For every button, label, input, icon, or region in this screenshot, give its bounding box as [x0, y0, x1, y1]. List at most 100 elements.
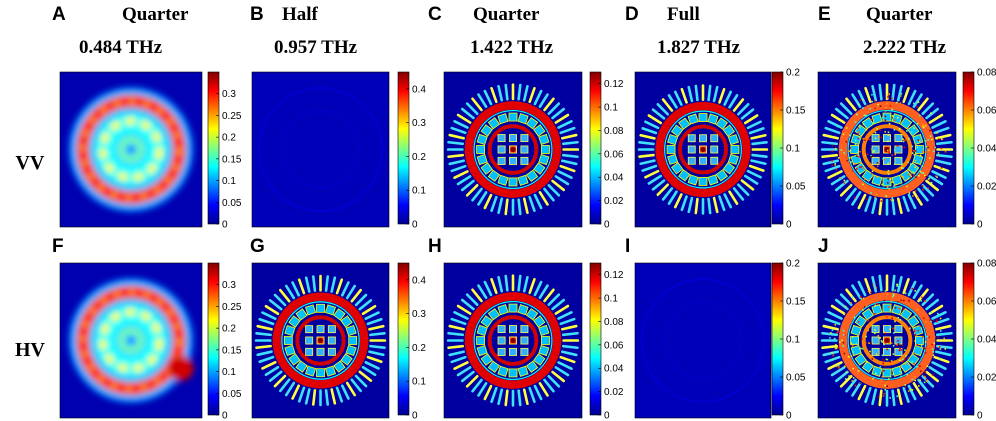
- panel-d: D 0.2 0.15 0.1 0.05 0: [625, 4, 806, 231]
- colorbar-gradient: [397, 262, 410, 416]
- column-title: Half: [282, 4, 319, 25]
- colorbar-tick-label: 0.15: [222, 345, 242, 356]
- colorbar-tick-label: 0.3: [412, 118, 426, 129]
- colorbar-tick-label: 0.02: [604, 387, 624, 398]
- panel-h: H 0.12 0.1 0.08 0.06 0.04 0.02 0: [428, 236, 624, 421]
- panel-letter: I: [625, 236, 630, 257]
- panel-letter: B: [250, 4, 264, 25]
- colorbar-tick-label: 0.08: [977, 259, 996, 270]
- colorbar-tick-label: 0.1: [786, 335, 800, 346]
- colorbar: 0.3 0.25 0.2 0.15 0.1 0.05 0: [207, 71, 242, 231]
- panel-j: J 0.08 0.06 0.04 0.02 0: [817, 236, 996, 421]
- colorbar-tick-label: 0.02: [604, 196, 624, 207]
- colorbar: 0.4 0.3 0.2 0.1 0: [397, 71, 426, 231]
- colorbar-tick-label: 0.3: [412, 309, 426, 320]
- colorbar-tick-label: 0.25: [222, 302, 242, 313]
- colorbar-tick-label: 0.04: [977, 335, 996, 346]
- colorbar: 0.2 0.15 0.1 0.05 0: [771, 259, 806, 421]
- colorbar-tick-label: 0.2: [222, 133, 236, 144]
- colorbar-tick-label: 0: [412, 220, 418, 231]
- colorbar-gradient: [397, 71, 410, 225]
- colorbar-tick-label: 0.08: [604, 317, 624, 328]
- panel-letter: D: [625, 4, 639, 25]
- panel-g: G 0.4 0.3 0.2 0.1 0: [250, 236, 426, 421]
- colorbar-tick-label: 0.1: [604, 103, 618, 114]
- colorbar-tick-label: 0.06: [977, 106, 996, 117]
- colorbar-gradient: [589, 262, 602, 416]
- field-map-image: [59, 262, 203, 419]
- panel-letter: C: [428, 4, 442, 25]
- colorbar: 0.2 0.15 0.1 0.05 0: [771, 68, 806, 231]
- panel-b: B 0.4 0.3 0.2 0.1 0: [250, 4, 426, 231]
- colorbar-tick-label: 0.05: [786, 373, 806, 384]
- colorbar-tick-label: 0.1: [222, 176, 236, 187]
- colorbar-tick-label: 0.02: [977, 182, 996, 193]
- row-label-hv: HV: [15, 339, 46, 361]
- colorbar-tick-label: 0.12: [604, 270, 624, 281]
- colorbar-tick-label: 0.12: [604, 79, 624, 90]
- colorbar: 0.08 0.06 0.04 0.02 0: [962, 259, 996, 421]
- panel-c: C 0.12 0.1 0.08 0.06 0.04 0.02 0: [428, 4, 624, 231]
- column-frequency: 1.827 THz: [657, 37, 741, 58]
- colorbar-tick-label: 0.2: [412, 343, 426, 354]
- column-title: Quarter: [473, 4, 540, 25]
- panel-letter: H: [428, 236, 442, 257]
- column-frequency: 0.484 THz: [79, 37, 163, 58]
- colorbar-tick-label: 0.15: [786, 106, 806, 117]
- colorbar-tick-label: 0: [604, 220, 610, 231]
- panel-letter: A: [52, 4, 66, 25]
- colorbar-tick-label: 0.06: [977, 297, 996, 308]
- colorbar-tick-label: 0.15: [222, 154, 242, 165]
- panel-a: A 0.3 0.25 0.2 0.15 0.1 0.05 0: [52, 4, 242, 231]
- colorbar-tick-label: 0.05: [786, 182, 806, 193]
- panel-letter: J: [818, 236, 829, 257]
- colorbar: 0.12 0.1 0.08 0.06 0.04 0.02 0: [589, 262, 624, 421]
- colorbar-tick-label: 0: [786, 411, 792, 421]
- colorbar-tick-label: 0.04: [977, 144, 996, 155]
- colorbar-tick-label: 0.05: [222, 389, 242, 400]
- field-map-image: [817, 71, 957, 228]
- column-title: Quarter: [122, 4, 189, 25]
- field-map-image: [443, 262, 583, 419]
- colorbar-tick-label: 0.1: [222, 367, 236, 378]
- colorbar-tick-label: 0.05: [222, 198, 242, 209]
- colorbar-tick-label: 0.06: [604, 340, 624, 351]
- colorbar-gradient: [207, 71, 220, 225]
- panel-e: E 0.08 0.06 0.04 0.02 0: [817, 4, 996, 231]
- colorbar-tick-label: 0: [977, 220, 983, 231]
- colorbar-tick-label: 0.08: [604, 126, 624, 137]
- colorbar-tick-label: 0.3: [222, 89, 236, 100]
- colorbar-tick-label: 0.08: [977, 68, 996, 79]
- colorbar-tick-label: 0.2: [786, 68, 800, 79]
- colorbar-tick-label: 0: [412, 411, 418, 421]
- colorbar-tick-label: 0.06: [604, 149, 624, 160]
- colorbar-tick-label: 0.1: [786, 144, 800, 155]
- panel-letter: G: [250, 236, 265, 257]
- panel-letter: E: [818, 4, 831, 25]
- field-map-image: [634, 262, 772, 419]
- colorbar-tick-label: 0.04: [604, 173, 624, 184]
- column-frequency: 1.422 THz: [470, 37, 554, 58]
- colorbar-tick-label: 0: [222, 220, 228, 231]
- colorbar-tick-label: 0.15: [786, 297, 806, 308]
- field-map-image: [251, 71, 390, 228]
- colorbar-tick-label: 0.1: [412, 186, 426, 197]
- colorbar-tick-label: 0.02: [977, 373, 996, 384]
- field-map-image: [59, 71, 203, 228]
- column-frequency: 0.957 THz: [274, 37, 358, 58]
- field-map-image: [817, 262, 957, 419]
- colorbar-tick-label: 0.1: [412, 377, 426, 388]
- colorbar-tick-label: 0.2: [786, 259, 800, 270]
- colorbar: 0.12 0.1 0.08 0.06 0.04 0.02 0: [589, 71, 624, 231]
- colorbar: 0.4 0.3 0.2 0.1 0: [397, 262, 426, 421]
- colorbar: 0.08 0.06 0.04 0.02 0: [962, 68, 996, 231]
- field-map-image: [251, 262, 390, 419]
- colorbar-tick-label: 0.1: [604, 294, 618, 305]
- colorbar-tick-label: 0.3: [222, 280, 236, 291]
- colorbar-tick-label: 0.2: [222, 324, 236, 335]
- colorbar-gradient: [207, 262, 220, 416]
- column-frequency: 2.222 THz: [863, 37, 947, 58]
- panel-f: F 0.3 0.25 0.2 0.15 0.1 0.05 0: [52, 236, 242, 421]
- field-map-image: [443, 71, 583, 228]
